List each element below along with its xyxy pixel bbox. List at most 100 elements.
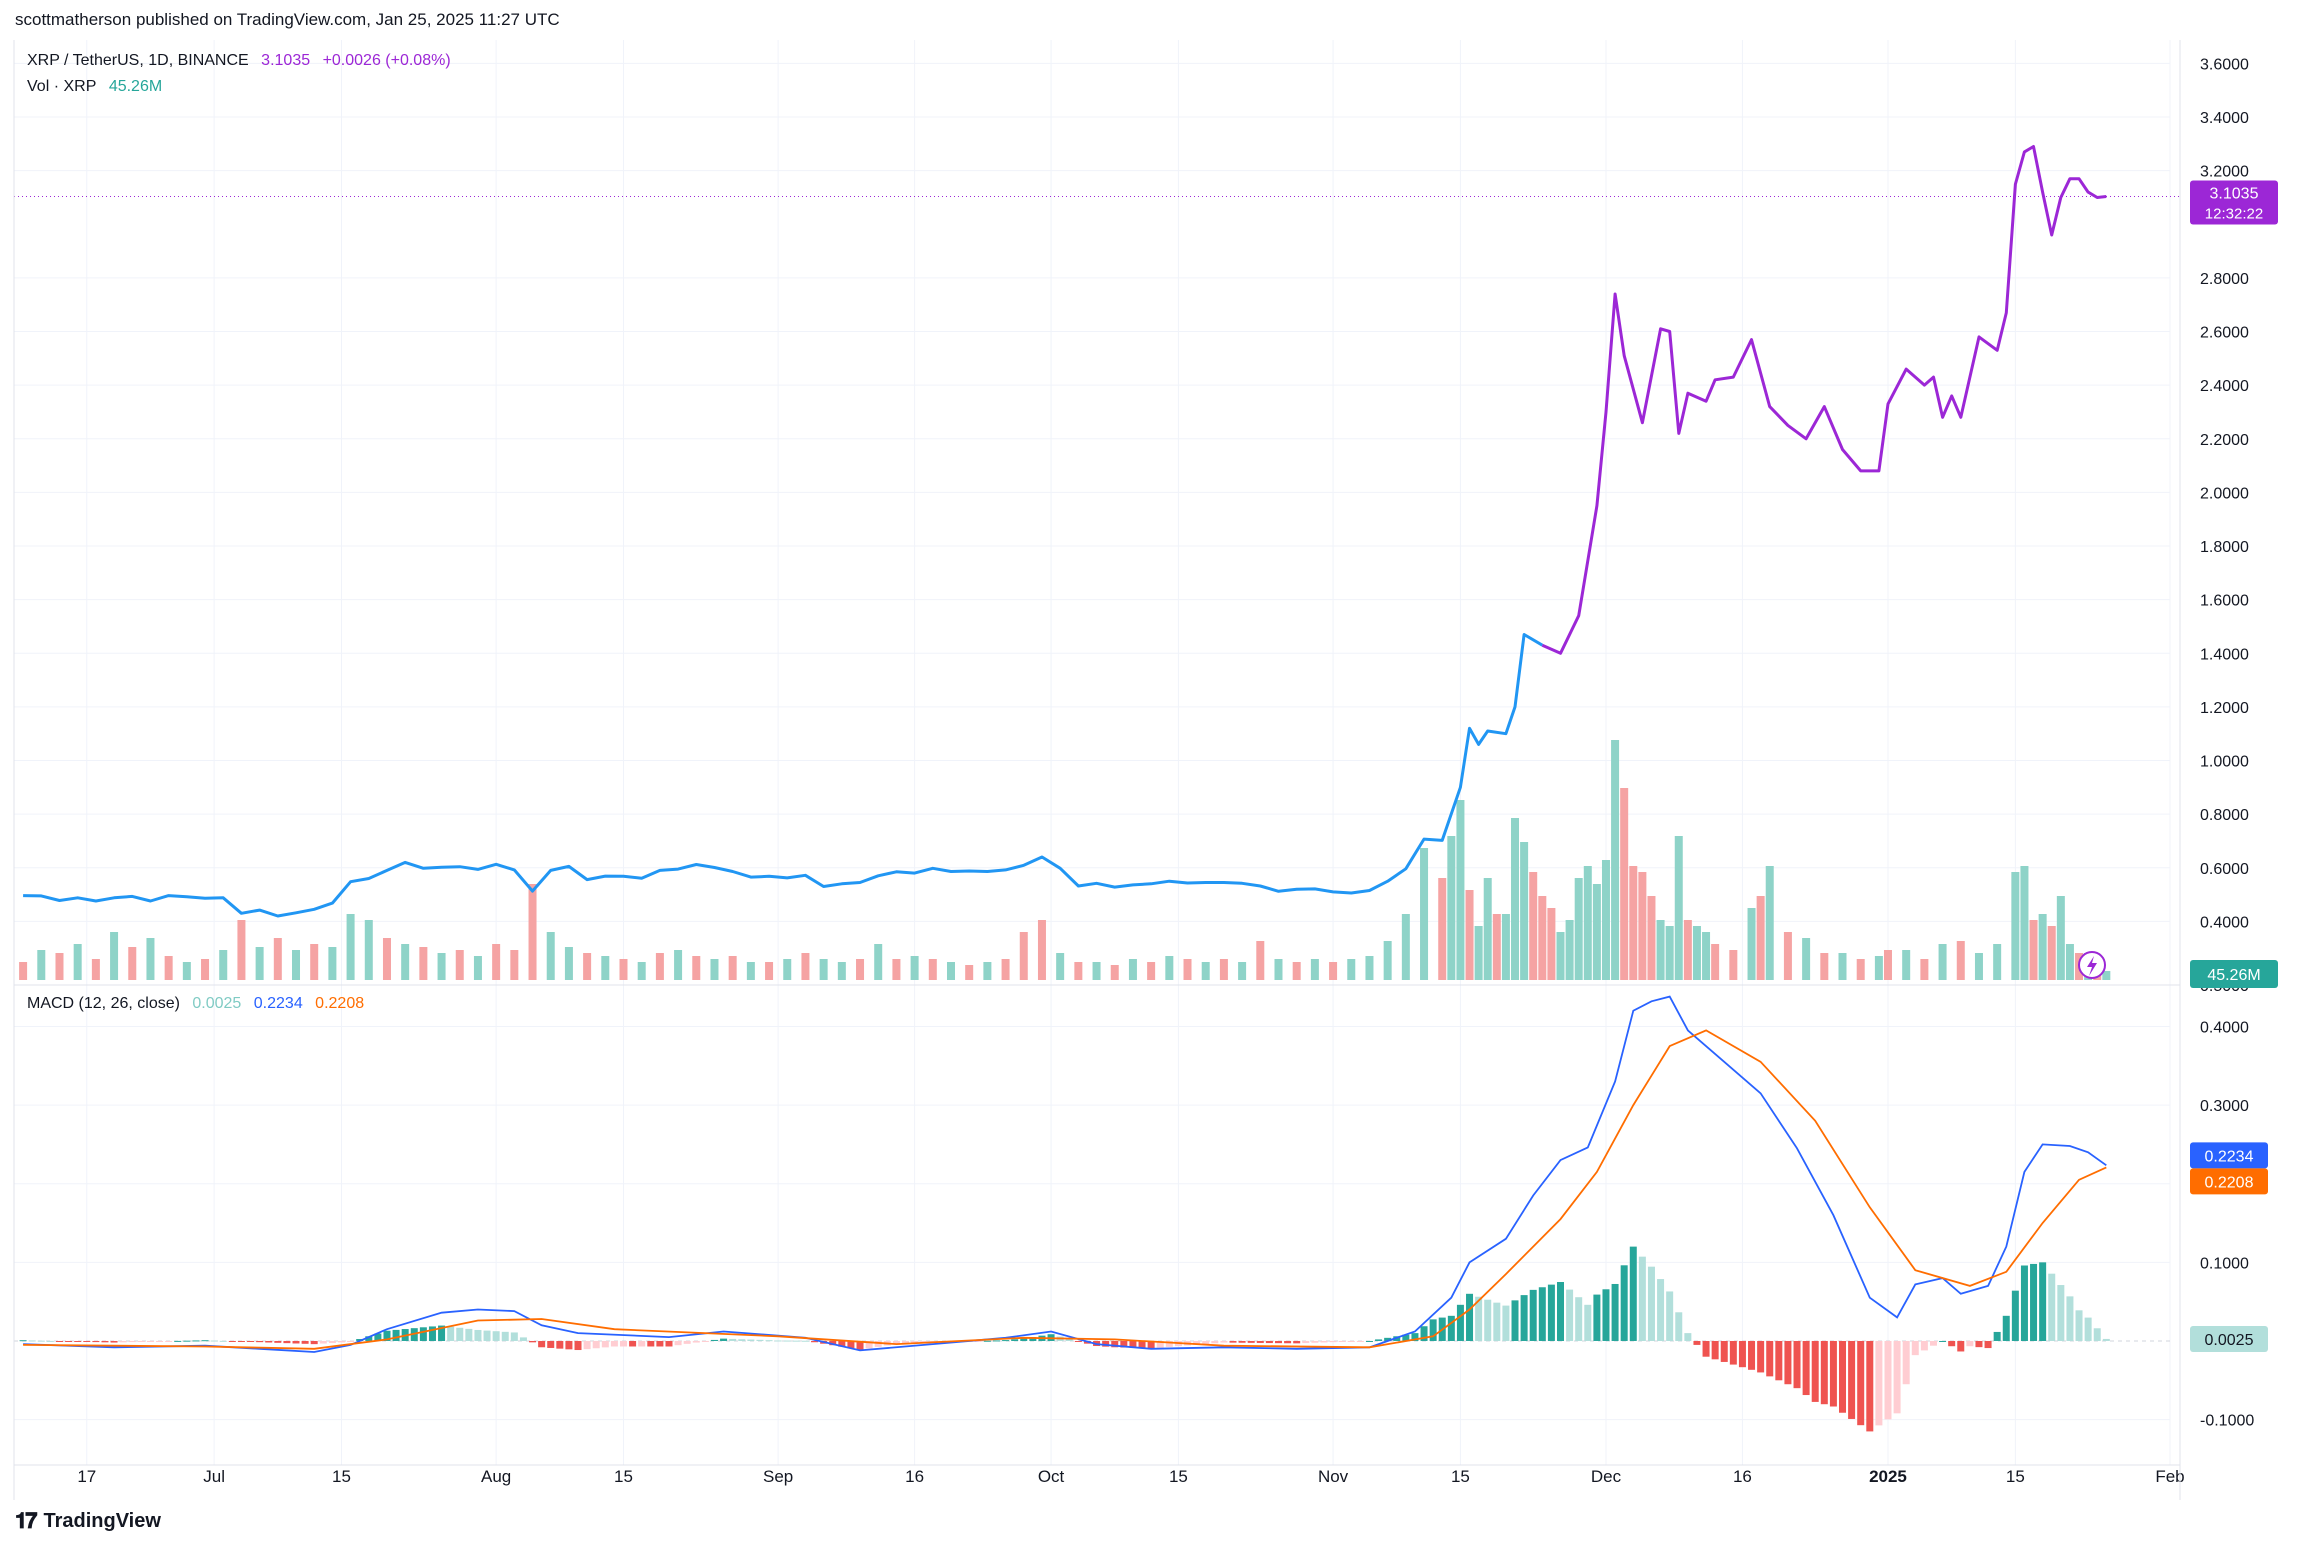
volume-bar — [364, 920, 373, 980]
macd-histogram-bar — [283, 1340, 291, 1344]
symbol-label: XRP / TetherUS, 1D, BINANCE — [27, 52, 249, 69]
time-axis-label: 17 — [77, 1467, 96, 1486]
volume-bar — [765, 962, 774, 980]
volume-bar — [1665, 926, 1674, 980]
tradingview-brand[interactable]: 𝟏𝟕 TradingView — [15, 1508, 161, 1534]
macd-histogram-bar — [1757, 1340, 1765, 1373]
macd-histogram-bar — [392, 1329, 400, 1341]
time-axis-label: 16 — [905, 1467, 924, 1486]
volume-bar — [674, 950, 683, 980]
last-price-badge — [2190, 180, 2278, 225]
price-line-blue — [23, 633, 1544, 918]
volume-value: 45.26M — [108, 78, 163, 95]
volume-legend[interactable]: Vol · XRP 45.26M — [27, 78, 170, 96]
macd-legend[interactable]: MACD (12, 26, close) 0.0025 0.2234 0.220… — [27, 995, 372, 1013]
time-axis-label: 15 — [614, 1467, 633, 1486]
macd-histogram-bar — [538, 1340, 546, 1348]
macd-histogram-bar — [1929, 1340, 1937, 1346]
macd-histogram-bar — [2039, 1262, 2047, 1341]
volume-bar — [801, 953, 810, 980]
volume-bar — [1019, 932, 1028, 980]
macd-histogram-bar — [2020, 1265, 2028, 1341]
macd-histogram-bar — [310, 1340, 318, 1345]
volume-bar — [1747, 908, 1756, 980]
macd-histogram-bar — [119, 1340, 127, 1343]
volume-bar — [1520, 842, 1529, 980]
macd-histogram-bar — [1493, 1302, 1501, 1341]
volume-bar — [1765, 866, 1774, 980]
macd-hist-badge — [2190, 1326, 2268, 1353]
time-axis-label: Dec — [1591, 1467, 1622, 1486]
macd-histogram-bar — [1311, 1340, 1319, 1343]
signal-line — [23, 1029, 2107, 1350]
macd-histogram-bar — [1338, 1340, 1346, 1342]
macd-histogram-bar — [483, 1330, 491, 1341]
macd-histogram-bar — [1384, 1337, 1392, 1341]
macd-histogram-bar — [165, 1340, 173, 1342]
macd-histogram-bar — [510, 1332, 518, 1341]
macd-histogram-bar — [1766, 1340, 1774, 1377]
volume-bar — [1474, 926, 1483, 980]
macd-histogram-bar — [1147, 1340, 1155, 1349]
macd-histogram-bar — [65, 1340, 73, 1342]
volume-bar — [1702, 932, 1711, 980]
countdown-value: 12:32:22 — [2205, 206, 2263, 223]
volume-bar — [1420, 848, 1429, 980]
volume-bar — [946, 962, 955, 980]
macd-line-value: 0.2234 — [253, 995, 303, 1012]
volume-bar — [2011, 872, 2020, 980]
volume-bar — [910, 956, 919, 980]
volume-bar — [73, 944, 82, 980]
volume-bar — [1074, 962, 1083, 980]
macd-histogram-bar — [1074, 1340, 1082, 1342]
macd-histogram-bar — [774, 1340, 782, 1342]
macd-histogram-bar — [474, 1329, 482, 1341]
volume-bar — [965, 965, 974, 980]
macd-histogram-bar — [83, 1340, 91, 1342]
macd-hist-value: 0.0025 — [192, 995, 242, 1012]
macd-histogram-bar — [1957, 1340, 1965, 1352]
macd-histogram-bar — [1420, 1326, 1428, 1341]
macd-histogram-bar — [692, 1340, 700, 1343]
macd-histogram-bar — [428, 1326, 436, 1341]
macd-histogram-bar — [1748, 1340, 1756, 1370]
volume-bar — [1974, 953, 1983, 980]
volume-bar — [1711, 944, 1720, 980]
macd-lines[interactable] — [23, 995, 2107, 1353]
macd-histogram-bar — [1902, 1340, 1910, 1385]
last-price: 3.1035 — [261, 52, 311, 69]
volume-bar — [1656, 920, 1665, 980]
macd-histogram-bar — [683, 1340, 691, 1344]
volume-bar — [1183, 959, 1192, 980]
macd-histogram-bar — [765, 1340, 773, 1342]
price-line-purple — [1541, 145, 2107, 655]
macd-histogram-bar — [892, 1340, 900, 1345]
macd-histogram-bar — [1229, 1340, 1237, 1343]
macd-histogram-bar — [1375, 1339, 1383, 1341]
volume-bar — [1401, 914, 1410, 980]
macd-histogram-bar — [701, 1340, 709, 1342]
price-line[interactable] — [14, 145, 2180, 918]
macd-histogram-bar — [256, 1340, 264, 1343]
macd-histogram-bar — [1529, 1289, 1537, 1341]
macd-histogram-bar — [219, 1340, 227, 1342]
volume-bar — [1592, 884, 1601, 980]
macd-histogram-bar — [28, 1340, 36, 1342]
macd-histogram-bar — [1948, 1340, 1956, 1347]
macd-histogram-bar — [337, 1340, 345, 1343]
volume-bar — [1574, 878, 1583, 980]
volume-bar — [1165, 956, 1174, 980]
volume-badge — [2190, 960, 2278, 988]
macd-histogram-bar — [656, 1340, 664, 1347]
macd-histogram-bar — [1402, 1334, 1410, 1341]
volume-bar — [492, 944, 501, 980]
macd-histogram-bar — [1165, 1340, 1173, 1347]
volume-bar — [1310, 959, 1319, 980]
macd-histogram-bar — [902, 1340, 910, 1344]
price-legend[interactable]: XRP / TetherUS, 1D, BINANCE 3.1035 +0.00… — [27, 52, 459, 70]
macd-histogram-bar — [156, 1340, 164, 1342]
macd-histogram-bar — [2011, 1290, 2019, 1341]
volume-bar — [437, 953, 446, 980]
volume-bar — [564, 947, 573, 980]
macd-histogram-bar — [665, 1340, 673, 1347]
